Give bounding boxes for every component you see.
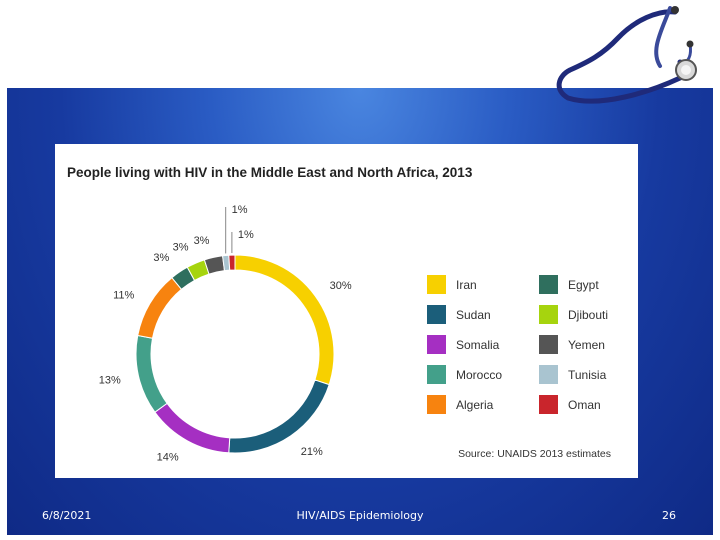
legend-swatch-sudan <box>427 305 446 324</box>
legend-swatch-somalia <box>427 335 446 354</box>
legend-label-djibouti: Djibouti <box>568 308 608 322</box>
legend-label-yemen: Yemen <box>568 338 605 352</box>
chart-legend: Iran Sudan Somalia Morocco Algeria Egypt Djibo… <box>427 275 608 414</box>
legend-label-egypt: Egypt <box>568 278 599 292</box>
legend-label-somalia: Somalia <box>456 338 500 352</box>
slice-label-algeria: 11% <box>113 289 134 301</box>
slice-label-iran: 30% <box>330 280 352 292</box>
footer-title: HIV/AIDS Epidemiology <box>296 509 424 522</box>
legend-swatch-egypt <box>539 275 558 294</box>
chart-source: Source: UNAIDS 2013 estimates <box>458 448 611 460</box>
slice-sudan <box>228 379 330 454</box>
footer-date: 6/8/2021 <box>42 509 92 522</box>
legend-label-oman: Oman <box>568 398 601 412</box>
legend-label-sudan: Sudan <box>456 308 491 322</box>
page-number: 26 <box>662 509 676 522</box>
slice-label-tunisia: 1% <box>232 204 248 216</box>
slice-algeria <box>137 277 183 339</box>
slice-labels: 30% 21% 14% 13% 11% 3% 3% 3% 1% 1% <box>99 204 352 464</box>
stethoscope-icon <box>556 6 697 104</box>
legend-label-algeria: Algeria <box>456 398 494 412</box>
slice-label-egypt: 3% <box>153 252 169 264</box>
legend-label-morocco: Morocco <box>456 368 502 382</box>
chart-title: People living with HIV in the Middle Eas… <box>67 165 473 180</box>
legend-swatch-morocco <box>427 365 446 384</box>
slice-label-yemen: 3% <box>194 235 210 247</box>
slice-label-sudan: 21% <box>301 446 323 458</box>
legend-swatch-tunisia <box>539 365 558 384</box>
legend-swatch-algeria <box>427 395 446 414</box>
legend-swatch-yemen <box>539 335 558 354</box>
donut-chart: People living with HIV in the Middle Eas… <box>67 165 611 464</box>
slice-label-djibouti: 3% <box>173 242 189 254</box>
slice-label-oman: 1% <box>238 229 254 241</box>
slice-oman <box>228 254 236 271</box>
slice-label-morocco: 13% <box>99 375 121 387</box>
legend-swatch-iran <box>427 275 446 294</box>
legend-swatch-djibouti <box>539 305 558 324</box>
slice-label-somalia: 14% <box>157 452 179 464</box>
slice-morocco <box>135 334 168 413</box>
legend-label-tunisia: Tunisia <box>568 368 607 382</box>
slice-iran <box>234 254 335 386</box>
donut-slices <box>135 254 335 454</box>
legend-swatch-oman <box>539 395 558 414</box>
legend-label-iran: Iran <box>456 278 477 292</box>
slice-somalia <box>154 402 231 454</box>
chart-card: People living with HIV in the Middle Eas… <box>55 144 638 478</box>
